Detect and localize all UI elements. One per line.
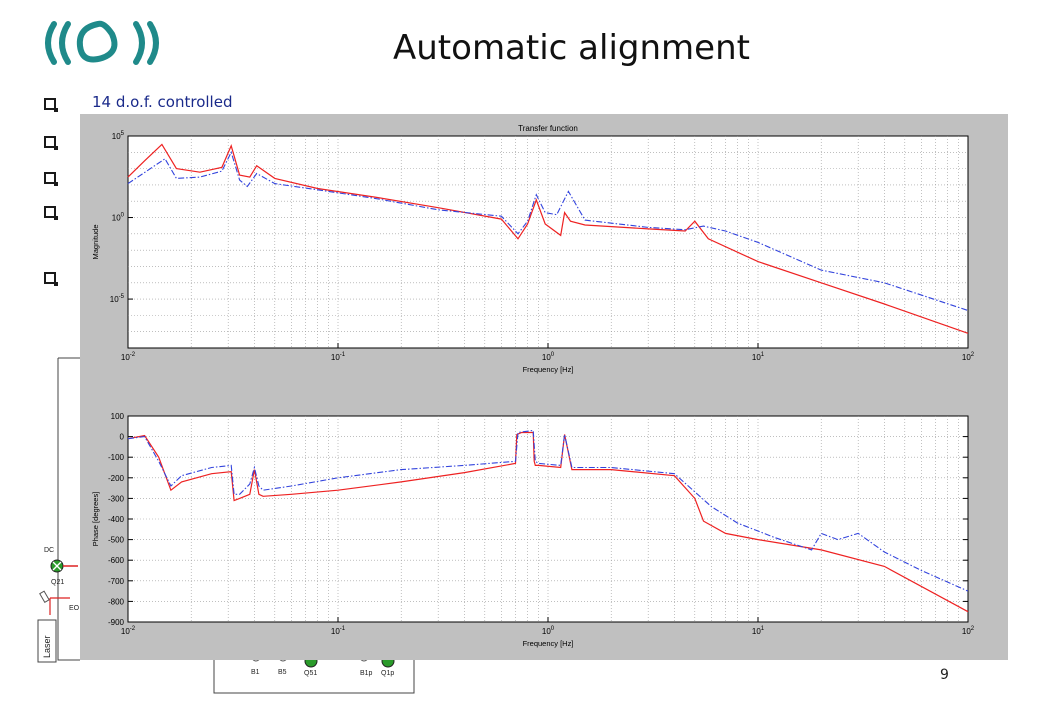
x-tick-label: 10-1 — [331, 626, 346, 636]
y-tick-label: -200 — [108, 474, 125, 483]
y-tick-label: -600 — [108, 556, 125, 565]
bode-plot-svg: 10-2 10-1 100 101 102 10-5 100 105 Transfer func… — [91, 124, 975, 648]
diagram-label: Q21 — [51, 579, 64, 586]
x-tick-label: 100 — [542, 352, 555, 362]
y-tick-label: 100 — [111, 412, 125, 421]
grid-lines — [128, 416, 968, 622]
x-axis-label: Frequency [Hz] — [523, 365, 574, 374]
y-tick-label: -500 — [108, 536, 125, 545]
grid-lines — [128, 136, 968, 348]
slide-title: Automatic alignment — [393, 28, 750, 68]
y-tick-label: -700 — [108, 577, 125, 586]
bullet-marker-icon — [44, 172, 58, 186]
diagram-label: B5 — [278, 669, 287, 676]
y-tick-label: 10-5 — [110, 294, 125, 304]
y-tick-label: 100 — [112, 213, 125, 223]
diagram-label: B1 — [251, 669, 260, 676]
y-tick-label: -900 — [108, 618, 125, 627]
phase-panel: 10-2 10-1 100 101 102 100 0 -100 -200 -300 -400 -50… — [91, 412, 975, 648]
bullet-marker-icon — [44, 272, 58, 286]
diagram-label: Q51 — [304, 670, 317, 677]
bullet-text: 14 d.o.f. controlled — [92, 93, 233, 111]
y-tick-label: 105 — [112, 131, 125, 141]
x-tick-label: 10-1 — [331, 352, 346, 362]
x-tick-label: 100 — [542, 626, 555, 636]
diagram-label: Laser — [42, 635, 52, 658]
magnitude-panel: 10-2 10-1 100 101 102 10-5 100 105 Transfer func… — [91, 124, 975, 374]
diagram-label: DC — [44, 547, 54, 554]
diagram-label: B1p — [360, 670, 373, 677]
virgo-logo-icon — [45, 20, 159, 65]
y-tick-label: 0 — [120, 433, 125, 442]
bullet-marker-icon — [44, 98, 58, 112]
series-line-blue — [127, 150, 969, 312]
y-axis-label: Phase [degrees] — [91, 492, 100, 547]
x-tick-label: 101 — [752, 352, 765, 362]
x-axis-label: Frequency [Hz] — [523, 639, 574, 648]
transfer-function-figure: 10-2 10-1 100 101 102 10-5 100 105 Transfer func… — [80, 114, 1008, 660]
y-tick-label: -400 — [108, 515, 125, 524]
series-line-red — [127, 143, 969, 334]
y-tick-label: -800 — [108, 597, 125, 606]
diagram-label: EO — [69, 605, 80, 612]
diagram-label: Q1p — [381, 670, 394, 677]
y-tick-label: -300 — [108, 494, 125, 503]
x-tick-label: 102 — [962, 626, 975, 636]
chart-title: Transfer function — [518, 124, 578, 133]
x-tick-label: 102 — [962, 352, 975, 362]
series-line-blue — [127, 429, 969, 592]
y-axis-label: Magnitude — [91, 224, 100, 259]
bullet-marker-icon — [44, 206, 58, 220]
y-tick-label: -100 — [108, 453, 125, 462]
x-tick-label: 10-2 — [121, 626, 136, 636]
x-tick-label: 101 — [752, 626, 765, 636]
x-tick-label: 10-2 — [121, 352, 136, 362]
bullet-marker-icon — [44, 136, 58, 150]
page-number: 9 — [940, 667, 949, 683]
